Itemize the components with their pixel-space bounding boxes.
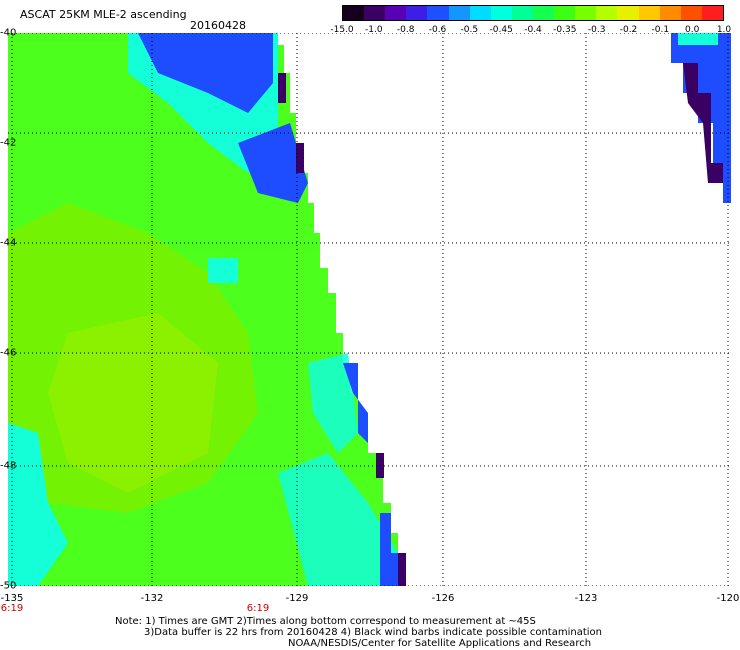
cyan-bottom-left bbox=[8, 423, 68, 586]
colorbar-swatch bbox=[701, 6, 723, 20]
colorbar-labels: -15.0 -1.0 -0.8 -0.6 -0.5 -0.45 -0.4 -0.35 -0.3 -… bbox=[330, 25, 731, 37]
lat-label-48: -48 bbox=[0, 460, 17, 472]
blue-mid-edge bbox=[343, 363, 368, 443]
colorbar-swatch bbox=[406, 6, 428, 20]
colorbar-swatch bbox=[469, 6, 491, 20]
colorbar-label: -0.45 bbox=[489, 25, 513, 35]
colorbar-swatch bbox=[343, 6, 365, 20]
colorbar-swatch bbox=[427, 6, 449, 20]
colorbar-swatch bbox=[680, 6, 702, 20]
lon-label-132: -132 bbox=[140, 593, 164, 604]
lon-label-126: -126 bbox=[431, 593, 455, 604]
swath-right-purple bbox=[683, 63, 723, 183]
blue-top bbox=[138, 33, 273, 113]
colorbar-label: -0.1 bbox=[651, 25, 670, 35]
colorbar-swatch bbox=[385, 6, 407, 20]
blue-upper-edge bbox=[238, 123, 308, 203]
time-label-mid: 6:19 bbox=[246, 603, 270, 614]
colorbar-swatch bbox=[490, 6, 512, 20]
purple-edge-2 bbox=[296, 143, 304, 173]
colorbar bbox=[342, 5, 724, 21]
colorbar-label: -15.0 bbox=[330, 25, 354, 35]
lat-label-42: -42 bbox=[0, 137, 17, 149]
colorbar-label: -0.4 bbox=[524, 25, 542, 35]
lat-label-44: -44 bbox=[0, 237, 17, 249]
lat-label-40: -40 bbox=[0, 27, 17, 39]
note-line-2: 3)Data buffer is 22 hrs from 20160428 4)… bbox=[144, 627, 602, 638]
note-line-1: Note: 1) Times are GMT 2)Times along bot… bbox=[115, 616, 536, 627]
colorbar-label: 0.0 bbox=[684, 25, 700, 35]
lon-label-135: -135 bbox=[0, 593, 24, 604]
lat-label-50: -50 bbox=[0, 580, 17, 592]
map-title: ASCAT 25KM MLE-2 ascending bbox=[20, 8, 187, 21]
colorbar-swatch bbox=[617, 6, 639, 20]
lon-label-129: -129 bbox=[285, 593, 309, 604]
colorbar-label: -0.35 bbox=[553, 25, 577, 35]
note-line-3: NOAA/NESDIS/Center for Satellite Applica… bbox=[288, 638, 592, 649]
purple-edge-1 bbox=[278, 73, 286, 103]
colorbar-label: -0.2 bbox=[619, 25, 638, 35]
blue-lower-edge bbox=[380, 513, 398, 586]
cyan-mid-edge bbox=[308, 353, 358, 453]
purple-edge-4 bbox=[398, 553, 406, 586]
colorbar-swatch bbox=[532, 6, 555, 20]
lon-label-123: -123 bbox=[574, 593, 598, 604]
time-label-left: 6:19 bbox=[0, 603, 24, 614]
colorbar-swatch bbox=[659, 6, 681, 20]
colorbar-swatch bbox=[638, 6, 660, 20]
colorbar-swatch bbox=[448, 6, 470, 20]
colorbar-label: -1.0 bbox=[365, 25, 383, 35]
lon-label-120: -120 bbox=[716, 593, 740, 604]
colorbar-label: -0.3 bbox=[587, 25, 606, 35]
swath-map bbox=[8, 33, 731, 586]
colorbar-label: -0.8 bbox=[396, 25, 415, 35]
colorbar-swatch bbox=[364, 6, 386, 20]
colorbar-label: 1.0 bbox=[716, 25, 732, 35]
colorbar-swatch bbox=[511, 6, 533, 20]
map-panel bbox=[8, 33, 731, 586]
colorbar-swatch bbox=[554, 6, 576, 20]
swath-right-cyan bbox=[678, 33, 718, 45]
cyan-bottom-edge bbox=[278, 453, 406, 586]
colorbar-label: -0.6 bbox=[428, 25, 447, 35]
colorbar-swatch bbox=[596, 6, 618, 20]
lat-label-46: -46 bbox=[0, 347, 17, 359]
colorbar-swatch bbox=[575, 6, 597, 20]
colorbar-label: -0.5 bbox=[460, 25, 479, 35]
cyan-spot bbox=[208, 258, 238, 283]
map-date: 20160428 bbox=[190, 19, 246, 32]
yellowgreen-core bbox=[48, 313, 218, 493]
